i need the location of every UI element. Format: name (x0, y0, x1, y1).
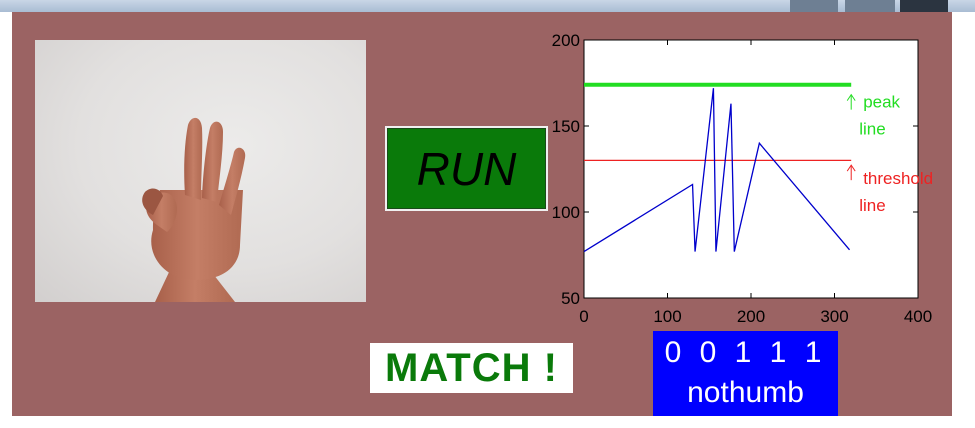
threshold-annotation-label: line (859, 196, 885, 215)
threshold-annotation-label: threshold (863, 169, 933, 188)
signal-series-line (583, 88, 851, 253)
bottom-edge (0, 416, 975, 428)
peak-arrow-head (846, 93, 856, 101)
hand-camera-image (35, 40, 366, 302)
peak-annotation-label: line (859, 120, 885, 139)
match-result: MATCH ! (370, 343, 573, 393)
finger-code-box: 0 0 1 1 1 nothumb (653, 331, 838, 416)
threshold-arrow-head (846, 164, 856, 172)
y-tick-label: 150 (552, 117, 580, 136)
close-button[interactable] (900, 0, 948, 12)
hand-gesture-image (142, 117, 246, 302)
window-top-bar (0, 0, 975, 12)
y-tick-label: 50 (561, 289, 580, 308)
x-tick-label: 300 (820, 307, 848, 326)
y-tick-label: 100 (552, 203, 580, 222)
maximize-button[interactable] (845, 0, 895, 12)
left-edge (0, 12, 12, 428)
x-tick-label: 200 (737, 307, 765, 326)
run-button-label: RUN (416, 142, 517, 195)
peak-annotation-label: peak (863, 93, 900, 112)
gesture-label: nothumb (687, 376, 804, 409)
x-tick-label: 100 (653, 307, 681, 326)
y-tick-label: 200 (552, 31, 580, 50)
x-tick-label: 0 (579, 307, 588, 326)
minimize-button[interactable] (790, 0, 838, 12)
run-button[interactable]: RUN (385, 126, 548, 211)
x-tick-label: 400 (904, 307, 932, 326)
finger-code-digits: 0 0 1 1 1 (664, 336, 827, 369)
